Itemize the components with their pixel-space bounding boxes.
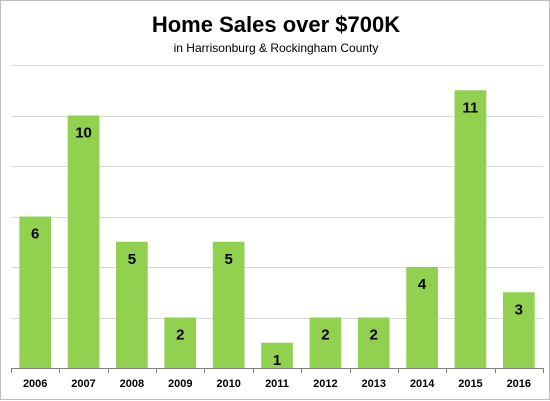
data-label-2007: 10 <box>75 125 92 142</box>
bar-2012 <box>309 317 342 368</box>
chart-subtitle: in Harrisonburg & Rockingham County <box>174 41 379 55</box>
chart-title: Home Sales over $700K <box>152 12 400 37</box>
x-tick-2006: 2006 <box>23 378 47 390</box>
x-tick-2013: 2013 <box>361 378 385 390</box>
bar-2016 <box>502 292 535 368</box>
bar-2008 <box>116 241 148 368</box>
x-tick-2007: 2007 <box>71 378 95 390</box>
x-tick-labels: 2006 2007 2008 2009 2010 2011 2012 2013 2014 2015… <box>11 368 544 390</box>
data-label-2006: 6 <box>31 226 39 243</box>
data-label-2016: 3 <box>515 301 523 318</box>
x-tick-2015: 2015 <box>458 378 482 390</box>
x-tick-2008: 2008 <box>120 378 144 390</box>
gridlines <box>11 65 543 319</box>
bars <box>19 90 535 368</box>
bar-2011 <box>261 342 293 368</box>
bar-2014 <box>406 267 438 368</box>
x-tick-2016: 2016 <box>507 378 531 390</box>
x-tick-2010: 2010 <box>216 378 240 390</box>
data-label-2014: 4 <box>418 276 427 293</box>
data-label-2013: 2 <box>370 327 378 344</box>
data-label-2010: 5 <box>224 251 232 268</box>
x-tick-2012: 2012 <box>313 378 337 390</box>
bar-2010 <box>212 241 245 368</box>
data-label-2009: 2 <box>176 327 184 344</box>
x-tick-2011: 2011 <box>265 378 289 390</box>
data-label-2011: 1 <box>273 352 281 369</box>
bar-2006 <box>19 216 52 368</box>
data-label-2008: 5 <box>128 251 136 268</box>
x-tick-2009: 2009 <box>168 378 192 390</box>
data-labels: 6 10 5 2 5 1 2 2 4 11 3 <box>31 99 523 369</box>
data-label-2012: 2 <box>321 327 329 344</box>
bar-2009 <box>164 317 197 368</box>
bar-2015 <box>454 90 487 368</box>
bar-2013 <box>357 317 390 368</box>
x-tick-2014: 2014 <box>410 378 435 390</box>
data-label-2015: 11 <box>463 99 479 116</box>
bar-2007 <box>67 115 100 368</box>
